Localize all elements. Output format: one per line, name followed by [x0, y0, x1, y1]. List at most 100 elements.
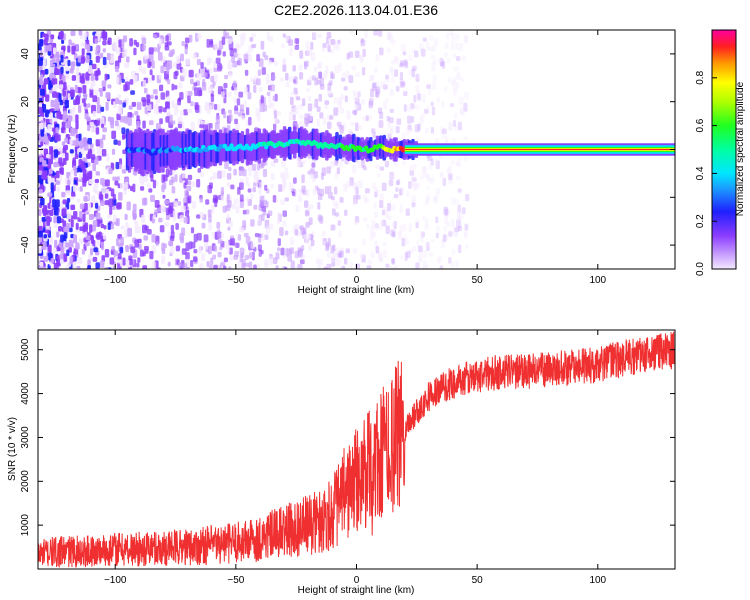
spectrogram-noise-cell	[454, 228, 458, 238]
spectrogram-noise-cell	[265, 225, 270, 234]
spectrogram-noise-cell	[76, 265, 81, 269]
spectrogram-noise-cell	[395, 125, 400, 134]
spectrogram-noise-cell	[280, 247, 285, 256]
spectrogram-noise-cell	[291, 191, 296, 196]
spectrogram-noise-cell	[100, 200, 105, 206]
spectrogram-noise-cell	[44, 68, 49, 75]
spectrogram-noise-cell	[460, 106, 465, 115]
spectrogram-noise-cell	[259, 182, 263, 190]
spectrogram-noise-cell	[85, 109, 89, 114]
spectrogram-noise-cell	[196, 178, 201, 188]
spectrogram-y-ticks: −40 −20 0 20 40	[20, 48, 675, 254]
spectrogram-noise-cell	[389, 171, 394, 180]
spectrogram-noise-cell	[411, 202, 416, 208]
spectrogram-noise-cell	[53, 47, 57, 55]
spectrogram-noise-cell	[305, 221, 310, 228]
spectrogram-noise-cell	[63, 226, 68, 233]
spectrogram-noise-cell	[262, 168, 268, 177]
spectrogram-noise-cell	[284, 167, 289, 175]
spectrogram-noise-cell	[250, 193, 254, 200]
spectrogram-noise-cell	[318, 71, 323, 79]
spectrogram-noise-cell	[216, 221, 221, 229]
spectrogram-noise-cell	[362, 48, 366, 58]
spectrogram-noise-cell	[393, 193, 399, 199]
spectrogram-noise-cell	[334, 212, 339, 217]
spectrogram-noise-cell	[455, 42, 459, 50]
spectrogram-x-ticks: −100 −50 0 50 100	[104, 30, 607, 286]
spectrogram-noise-cell	[247, 188, 252, 193]
snr-y-tick-label: 1000	[20, 514, 31, 537]
spectrogram-noise-cell	[390, 127, 394, 134]
spectrogram-noise-cell	[323, 117, 327, 126]
spectrogram-noise-cell	[317, 202, 321, 210]
spectrogram-noise-cell	[421, 166, 426, 174]
spectrogram-noise-cell	[430, 158, 434, 166]
spectrogram-noise-cell	[419, 115, 423, 122]
spectrogram-noise-cell	[428, 252, 434, 257]
spectrogram-noise-cell	[95, 127, 100, 135]
spectrogram-noise-cell	[147, 77, 152, 83]
snr-series-line	[38, 331, 675, 568]
spectrogram-noise-cell	[419, 230, 423, 240]
spectrogram-noise-cell	[440, 126, 444, 134]
spectrogram-noise-cell	[54, 103, 60, 111]
spectrogram-noise-cell	[421, 112, 426, 118]
spectrogram-noise-cell	[282, 181, 287, 189]
spectrogram-noise-cell	[397, 231, 403, 240]
spectrogram-noise-cell	[244, 254, 250, 260]
spectrogram-noise-cell	[229, 247, 233, 255]
spectrogram-noise-cell	[437, 255, 442, 263]
spectrogram-noise-cell	[198, 263, 204, 269]
spectrogram-noise-cell	[198, 89, 203, 97]
spectrogram-noise-cell	[377, 225, 383, 230]
spectrogram-noise-cell	[60, 234, 65, 243]
spectrogram-noise-cell	[275, 265, 279, 269]
spectrogram-noise-cell	[290, 108, 296, 114]
spectrogram-noise-cell	[136, 262, 140, 268]
spectrogram-noise-cell	[91, 63, 97, 70]
spectrogram-noise-cell	[104, 193, 109, 199]
spectrogram-y-tick-label: 40	[20, 48, 31, 60]
snr-y-axis-label: SNR (10 * v/v)	[7, 417, 18, 481]
spectrogram-panel: −100 −50 0 50 100 −40 −20 0 20 40 Height of stra…	[7, 29, 676, 296]
colorbar-tick-label: 0.0	[695, 262, 706, 276]
spectrogram-noise-cell	[38, 106, 43, 115]
spectrogram-noise-cell	[430, 101, 434, 107]
spectrogram-noise-cell	[174, 174, 178, 183]
spectrogram-noise-cell	[349, 177, 354, 186]
spectrogram-noise-cell	[142, 224, 147, 234]
spectrogram-noise-cell	[47, 50, 52, 56]
spectrogram-noise-cell	[192, 53, 197, 59]
spectrogram-noise-cell	[294, 229, 299, 236]
spectrogram-noise-cell	[217, 239, 223, 244]
spectrogram-noise-cell	[245, 176, 249, 185]
spectrogram-noise-cell	[89, 93, 94, 98]
spectrogram-noise-cell	[418, 246, 424, 255]
spectrogram-noise-cell	[355, 186, 359, 196]
spectrogram-noise-cell	[96, 96, 100, 105]
spectrogram-noise-cell	[426, 84, 431, 89]
spectrogram-noise-cell	[204, 241, 209, 249]
spectrogram-noise-cell	[191, 241, 196, 249]
spectrogram-noise-cell	[435, 187, 441, 196]
spectrogram-noise-cell	[379, 258, 384, 263]
spectrogram-noise-cell	[116, 268, 117, 269]
spectrogram-noise-cell	[171, 49, 175, 55]
spectrogram-noise-cell	[99, 260, 105, 265]
spectrogram-noise-cell	[348, 75, 354, 84]
spectrogram-noise-cell	[328, 89, 333, 96]
spectrogram-noise-cell	[319, 77, 324, 87]
spectrogram-noise-cell	[214, 42, 219, 51]
spectrogram-noise-cell	[93, 247, 99, 253]
spectrogram-noise-cell	[82, 213, 86, 223]
spectrogram-noise-cell	[199, 172, 205, 177]
spectrogram-noise-cell	[448, 173, 453, 181]
spectrogram-noise-cell	[304, 189, 310, 197]
spectrogram-noise-cell	[387, 31, 392, 41]
spectrogram-noise-cell	[318, 61, 323, 69]
spectrogram-noise-cell	[381, 182, 387, 192]
spectrogram-noise-cell	[174, 109, 178, 116]
spectrogram-noise-cell	[442, 234, 447, 243]
spectrogram-noise-cell	[65, 74, 70, 80]
spectrogram-noise-cell	[444, 86, 448, 93]
